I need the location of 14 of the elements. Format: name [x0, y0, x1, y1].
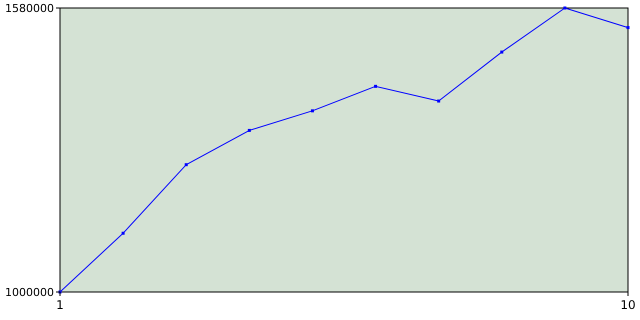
point [626, 26, 630, 30]
point [374, 84, 378, 88]
y-tick-label: 1580000 [5, 2, 54, 15]
x-tick-label: 10 [620, 298, 636, 312]
point [437, 100, 440, 103]
y-tick-label: 1000000 [5, 286, 54, 299]
point [122, 232, 125, 235]
point [184, 163, 188, 166]
point [563, 6, 566, 10]
x-tick-label: 1 [56, 298, 64, 312]
point [248, 128, 251, 132]
line-series [58, 6, 630, 294]
point [310, 109, 314, 112]
point [500, 50, 504, 54]
